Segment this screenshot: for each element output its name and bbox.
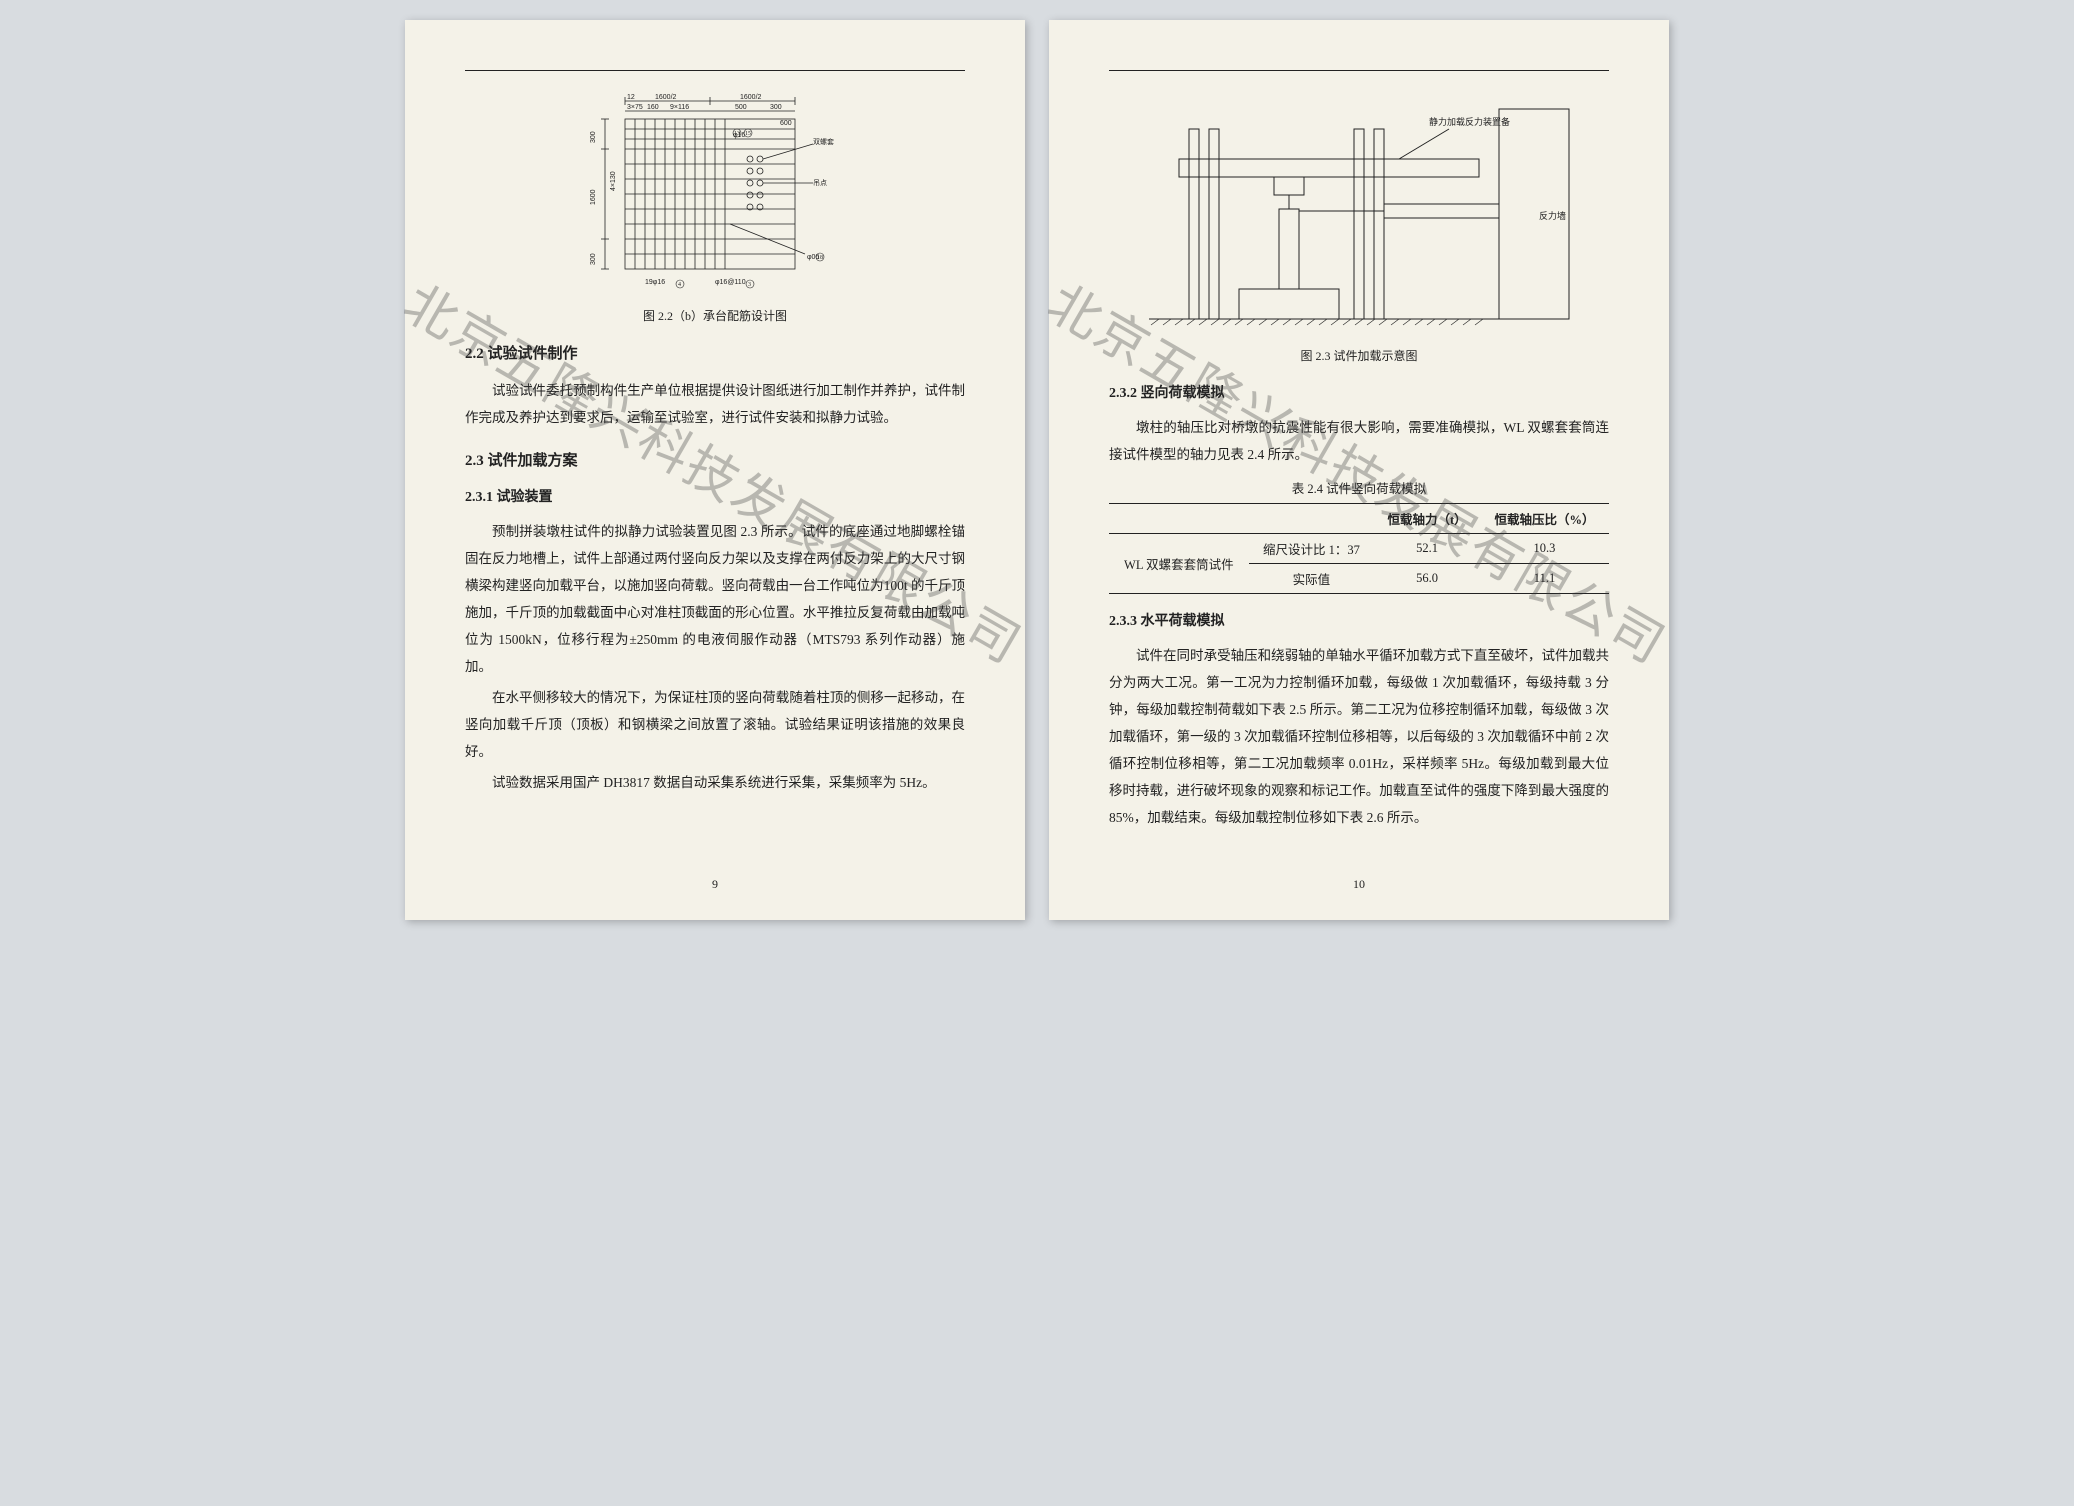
cell: 缩尺设计比 1：37: [1249, 534, 1375, 564]
dim-label: 300: [590, 131, 597, 143]
figure-2-2b-caption: 图 2.2（b）承台配筋设计图: [465, 307, 965, 324]
circled-num: 18: [817, 255, 823, 261]
circled-num: 3: [748, 282, 751, 288]
th-blank: [1109, 504, 1249, 534]
dim-label: 300: [590, 253, 597, 265]
cell: 10.3: [1480, 534, 1609, 564]
heading-2-3-2: 2.3.2 竖向荷载模拟: [1109, 382, 1609, 402]
table-2-4-title: 表 2.4 试件竖向荷载模拟: [1109, 478, 1609, 497]
cell: 实际值: [1249, 564, 1375, 594]
fig-label-wall: 反力墙: [1539, 210, 1566, 221]
fig-label-jack: 静力加载反力装置备: [1429, 116, 1510, 127]
heading-2-3: 2.3 试件加载方案: [465, 449, 965, 470]
page-number-right: 10: [1049, 877, 1669, 892]
dim-label: 1600/2: [655, 94, 677, 101]
dim-label: 160: [647, 104, 659, 111]
table-2-4: 恒载轴力（t） 恒载轴压比（%） WL 双螺套套筒试件 缩尺设计比 1：37 5…: [1109, 503, 1609, 594]
dim-label: 1600: [590, 189, 597, 205]
cell: 11.1: [1480, 564, 1609, 594]
page-number-left: 9: [405, 877, 1025, 892]
heading-2-2: 2.2 试验试件制作: [465, 342, 965, 363]
dim-label: 600: [780, 120, 792, 127]
para-2-3-2: 墩柱的轴压比对桥墩的抗震性能有很大影响，需要准确模拟，WL 双螺套套筒连接试件模…: [1109, 414, 1609, 468]
circled-num: 4: [678, 282, 681, 288]
cell: 52.1: [1374, 534, 1480, 564]
para-2-3-1c: 试验数据采用国产 DH3817 数据自动采集系统进行采集，采集频率为 5Hz。: [465, 769, 965, 796]
fig-label: φ16@110: [715, 279, 746, 286]
para-2-2: 试验试件委托预制构件生产单位根据提供设计图纸进行加工制作并养护，试件制作完成及养…: [465, 377, 965, 431]
dim-label: 12: [627, 94, 635, 101]
circled-num: 13: [734, 131, 740, 137]
fig-label: 吊点: [813, 179, 827, 187]
row-label: WL 双螺套套筒试件: [1109, 534, 1249, 594]
heading-2-3-1: 2.3.1 试验装置: [465, 486, 965, 506]
dim-label: 300: [770, 104, 782, 111]
fig-label: 双螺套: [813, 137, 834, 146]
dim-label: 500: [735, 104, 747, 111]
figure-2-3-caption: 图 2.3 试件加载示意图: [1109, 347, 1609, 364]
dim-label: 3×75: [627, 104, 643, 111]
table-row: WL 双螺套套筒试件 缩尺设计比 1：37 52.1 10.3: [1109, 534, 1609, 564]
figure-2-3: 静力加载反力装置备 反力墙: [1109, 89, 1609, 339]
fig-label: 19φ16: [645, 279, 665, 286]
circled-num: 15: [745, 131, 751, 137]
loading-rig-svg: 静力加载反力装置备 反力墙: [1139, 89, 1579, 339]
header-rule: [465, 70, 965, 71]
rebar-drawing-svg: 12 1600/2 1600/2 3×75 160 9×116 500 300 …: [585, 89, 845, 299]
para-2-3-3: 试件在同时承受轴压和绕弱轴的单轴水平循环加载方式下直至破坏，试件加载共分为两大工…: [1109, 642, 1609, 831]
page-left: 12 1600/2 1600/2 3×75 160 9×116 500 300 …: [405, 20, 1025, 920]
dim-label: 1600/2: [740, 94, 762, 101]
cell: 56.0: [1374, 564, 1480, 594]
dim-label: 4×130: [610, 171, 617, 191]
dim-label: 9×116: [670, 104, 689, 111]
para-2-3-1a: 预制拼装墩柱试件的拟静力试验装置见图 2.3 所示。试件的底座通过地脚螺栓锚固在…: [465, 518, 965, 680]
page-right: 静力加载反力装置备 反力墙 图 2.3 试件加载示意图 2.3.2 竖向荷载模拟…: [1049, 20, 1669, 920]
th-axial-ratio: 恒载轴压比（%）: [1480, 504, 1609, 534]
th-blank2: [1249, 504, 1375, 534]
figure-2-2b: 12 1600/2 1600/2 3×75 160 9×116 500 300 …: [465, 89, 965, 299]
header-rule: [1109, 70, 1609, 71]
heading-2-3-3: 2.3.3 水平荷载模拟: [1109, 610, 1609, 630]
para-2-3-1b: 在水平侧移较大的情况下，为保证柱顶的竖向荷载随着柱顶的侧移一起移动，在竖向加载千…: [465, 684, 965, 765]
th-axial-force: 恒载轴力（t）: [1374, 504, 1480, 534]
